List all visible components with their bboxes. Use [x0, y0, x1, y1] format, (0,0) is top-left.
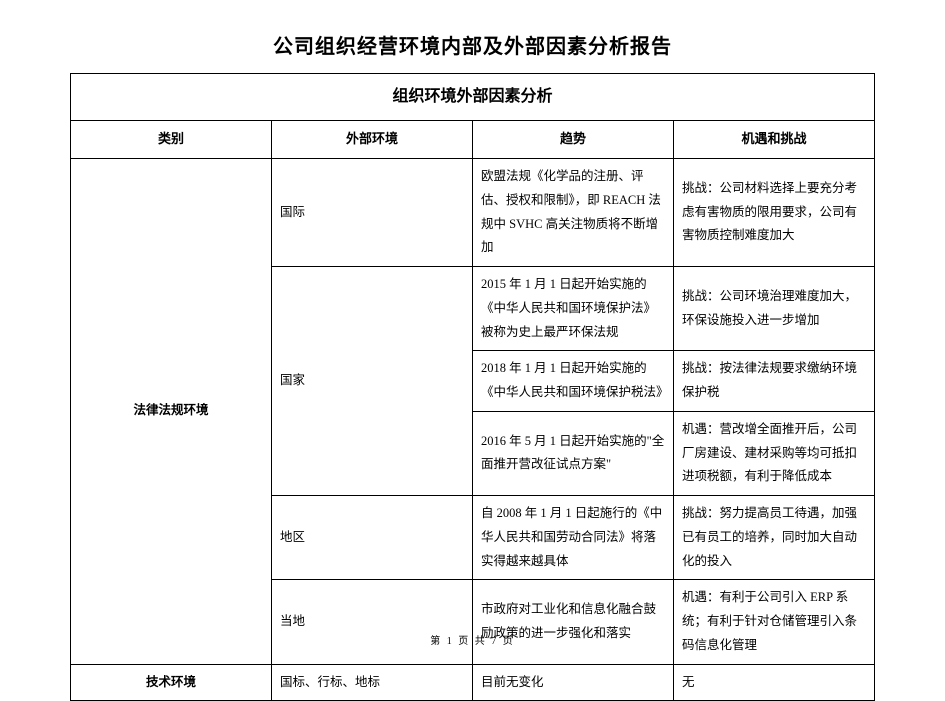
cell-scope: 地区: [272, 496, 473, 580]
cell-trend: 目前无变化: [473, 664, 674, 701]
cell-opportunity: 挑战：按法律法规要求缴纳环境保护税: [674, 351, 875, 412]
cell-opportunity: 挑战：公司材料选择上要充分考虑有害物质的限用要求，公司有害物质控制难度加大: [674, 159, 875, 267]
cell-trend: 2016 年 5 月 1 日起开始实施的"全面推开营改征试点方案": [473, 411, 674, 495]
cell-category-legal: 法律法规环境: [71, 159, 272, 665]
cell-opportunity: 无: [674, 664, 875, 701]
table-row: 技术环境 国标、行标、地标 目前无变化 无: [71, 664, 875, 701]
analysis-table: 组织环境外部因素分析 类别 外部环境 趋势 机遇和挑战 法律法规环境 国际 欧盟…: [70, 73, 875, 701]
cell-trend: 市政府对工业化和信息化融合鼓励政策的进一步强化和落实: [473, 580, 674, 664]
table-header-row: 类别 外部环境 趋势 机遇和挑战: [71, 121, 875, 159]
cell-scope: 当地: [272, 580, 473, 664]
cell-trend: 2015 年 1 月 1 日起开始实施的《中华人民共和国环境保护法》被称为史上最…: [473, 267, 674, 351]
cell-opportunity: 挑战：努力提高员工待遇，加强已有员工的培养，同时加大自动化的投入: [674, 496, 875, 580]
cell-opportunity: 机遇：有利于公司引入 ERP 系统；有利于针对仓储管理引入条码信息化管理: [674, 580, 875, 664]
cell-trend: 2018 年 1 月 1 日起开始实施的《中华人民共和国环境保护税法》: [473, 351, 674, 412]
cell-scope: 国标、行标、地标: [272, 664, 473, 701]
cell-trend: 自 2008 年 1 月 1 日起施行的《中华人民共和国劳动合同法》将落实得越来…: [473, 496, 674, 580]
col-header-scope: 外部环境: [272, 121, 473, 159]
table-row: 法律法规环境 国际 欧盟法规《化学品的注册、评估、授权和限制》，即 REACH …: [71, 159, 875, 267]
cell-scope: 国际: [272, 159, 473, 267]
page-footer: 第 1 页 共 7 页: [0, 632, 945, 647]
cell-category-tech: 技术环境: [71, 664, 272, 701]
col-header-category: 类别: [71, 121, 272, 159]
col-header-opportunity: 机遇和挑战: [674, 121, 875, 159]
table-title: 组织环境外部因素分析: [71, 74, 875, 121]
cell-opportunity: 机遇：营改增全面推开后，公司厂房建设、建材采购等均可抵扣进项税额，有利于降低成本: [674, 411, 875, 495]
col-header-trend: 趋势: [473, 121, 674, 159]
table-title-row: 组织环境外部因素分析: [71, 74, 875, 121]
cell-opportunity: 挑战：公司环境治理难度加大，环保设施投入进一步增加: [674, 267, 875, 351]
cell-scope: 国家: [272, 267, 473, 496]
cell-trend: 欧盟法规《化学品的注册、评估、授权和限制》，即 REACH 法规中 SVHC 高…: [473, 159, 674, 267]
page-title: 公司组织经营环境内部及外部因素分析报告: [70, 30, 875, 59]
